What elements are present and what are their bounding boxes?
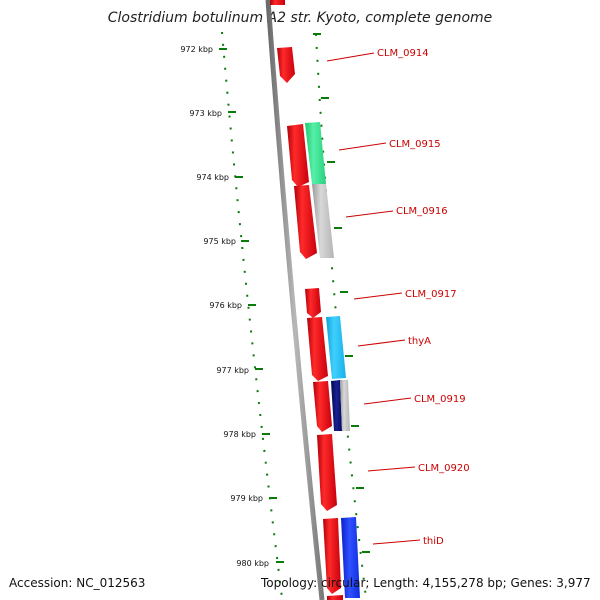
gene-label-clm0920: CLM_0920 (418, 463, 470, 474)
kbp-label: 975 kbp (203, 237, 236, 246)
accession-text: Accession: NC_012563 (9, 576, 146, 590)
gene-arrow-thid (323, 518, 341, 594)
category-bar-blue (341, 517, 360, 598)
gene-arrow-thya (307, 317, 328, 381)
map-title: Clostridium botulinum A2 str. Kyoto, com… (108, 10, 493, 26)
gene-label-clm0916: CLM_0916 (396, 206, 448, 217)
genome-info-text: Topology: circular; Length: 4,155,278 bp… (261, 576, 591, 590)
gene-label-clm0919: CLM_0919 (414, 394, 466, 405)
kbp-label: 978 kbp (223, 430, 256, 439)
tick-marks (219, 48, 284, 563)
kbp-label: 973 kbp (189, 109, 222, 118)
gene-arrow-clm0914 (277, 47, 295, 83)
label-leaders (326, 52, 421, 545)
outer-tick-ring (221, 31, 283, 599)
genome-backbone (265, 0, 325, 600)
kbp-label: 972 kbp (180, 45, 213, 54)
category-track (305, 122, 360, 598)
gene-track (270, 0, 343, 600)
kbp-label: 976 kbp (209, 301, 242, 310)
gene-label-clm0917: CLM_0917 (405, 289, 457, 300)
kbp-label: 977 kbp (216, 366, 249, 375)
kbp-label: 980 kbp (236, 559, 269, 568)
gene-label-thya: thyA (408, 336, 431, 347)
inner-tick-marks (313, 33, 370, 553)
inner-dotted-ring (315, 33, 367, 599)
gene-arrow-clm0920 (317, 434, 337, 511)
gene-label-clm0914: CLM_0914 (377, 48, 429, 59)
gene-arrow-top (270, 0, 285, 5)
gene-arrow-bottom (327, 595, 343, 600)
gene-arrow-clm0919 (313, 381, 332, 432)
gene-arrow-clm0915 (287, 124, 309, 187)
category-bar-cyan (326, 316, 346, 379)
gene-arrow-clm0916 (294, 185, 317, 259)
category-bar-gray (312, 184, 334, 258)
category-bar-green (305, 122, 326, 184)
gene-label-thid: thiD (423, 536, 444, 547)
kbp-label: 979 kbp (230, 494, 263, 503)
gene-arrow-clm0917 (305, 288, 321, 318)
category-bar-navy (331, 380, 342, 431)
kbp-label: 974 kbp (196, 173, 229, 182)
gene-label-clm0915: CLM_0915 (389, 139, 441, 150)
category-bar-gray-2 (340, 380, 350, 431)
